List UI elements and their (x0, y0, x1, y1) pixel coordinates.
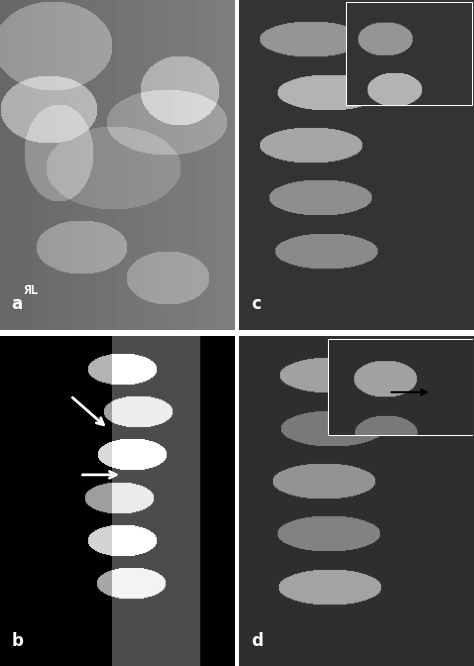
Text: c: c (251, 295, 261, 313)
Bar (347, 3, 472, 105)
Bar (328, 340, 472, 436)
Text: d: d (251, 631, 263, 649)
Text: ЯL: ЯL (23, 284, 38, 297)
Text: b: b (12, 631, 24, 649)
Text: a: a (12, 295, 23, 313)
